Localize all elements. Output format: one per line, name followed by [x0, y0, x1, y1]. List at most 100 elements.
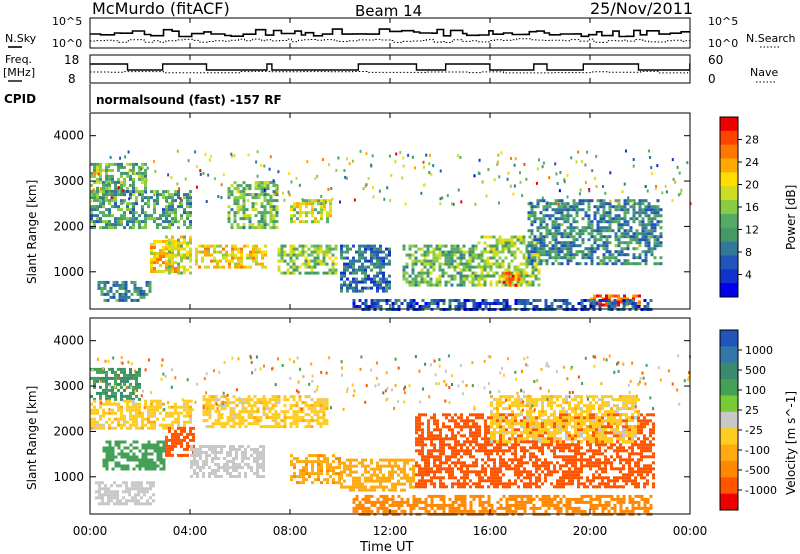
heatmap-cell [483, 277, 487, 281]
heatmap-cell [430, 302, 434, 305]
heatmap-cell [244, 454, 247, 457]
heatmap-cell [239, 190, 243, 194]
heatmap-cell [99, 391, 102, 395]
heatmap-cell [111, 193, 114, 197]
heatmap-cell [456, 247, 460, 251]
heatmap-cell [233, 154, 236, 158]
heatmap-cell [177, 205, 180, 209]
heatmap-cell [614, 205, 618, 209]
heatmap-cell [623, 211, 627, 215]
heatmap-cell [439, 197, 442, 201]
heatmap-cell [189, 196, 192, 200]
heatmap-cell [463, 443, 466, 447]
heatmap-cell [183, 208, 186, 212]
heatmap-cell [581, 208, 585, 212]
heatmap-cell [296, 217, 299, 221]
heatmap-cell [406, 461, 409, 465]
heatmap-cell [329, 208, 332, 212]
heatmap-cell [475, 302, 479, 305]
heatmap-cell [421, 440, 424, 444]
heatmap-cell [174, 435, 177, 439]
heatmap-cell [171, 196, 174, 200]
heatmap-cell [495, 250, 499, 254]
heatmap-cell [335, 472, 338, 476]
heatmap-cell [439, 452, 442, 456]
heatmap-cell [135, 196, 138, 200]
heatmap-cell [510, 235, 514, 239]
heatmap-cell [442, 422, 445, 426]
heatmap-cell [596, 226, 600, 230]
heatmap-cell [262, 475, 265, 478]
heatmap-cell [481, 299, 485, 302]
heatmap-cell [296, 460, 299, 464]
heatmap-cell [253, 448, 256, 451]
heatmap-cell [409, 458, 412, 462]
heatmap-cell [93, 397, 96, 401]
heatmap-cell [438, 244, 442, 248]
heatmap-cell [250, 410, 254, 414]
heatmap-cell [599, 229, 603, 233]
heatmap-cell [505, 271, 509, 275]
heatmap-cell [411, 268, 415, 272]
heatmap-cell [210, 154, 212, 158]
heatmap-cell [114, 180, 117, 184]
heatmap-cell [346, 485, 349, 489]
heatmap-cell [620, 217, 624, 221]
heatmap-cell [186, 432, 189, 436]
heatmap-cell [560, 199, 564, 203]
heatmap-cell [126, 394, 129, 398]
heatmap-cell [448, 473, 451, 477]
heatmap-cell [560, 211, 564, 215]
heatmap-cell [595, 302, 599, 305]
heatmap-cell [517, 464, 520, 468]
heatmap-cell [165, 208, 168, 212]
heatmap-cell [292, 422, 296, 426]
heatmap-cell [641, 229, 645, 233]
heatmap-cell [244, 463, 247, 466]
heatmap-cell [459, 155, 462, 159]
heatmap-cell [602, 199, 606, 203]
heatmap-cell [101, 493, 104, 497]
heatmap-cell [647, 220, 651, 224]
heatmap-cell [529, 440, 532, 444]
heatmap-cell [311, 214, 314, 218]
heatmap-cell [102, 193, 105, 197]
heatmap-cell [180, 438, 183, 442]
heatmap-cell [480, 250, 484, 254]
heatmap-cell [530, 205, 534, 209]
heatmap-cell [235, 404, 239, 408]
heatmap-cell [210, 259, 213, 263]
heatmap-cell [457, 422, 460, 426]
heatmap-cell [184, 177, 187, 181]
heatmap-cell [376, 479, 379, 483]
heatmap-cell [608, 256, 612, 260]
heatmap-cell [650, 226, 654, 230]
heatmap-cell [510, 253, 514, 257]
heatmap-cell [471, 280, 475, 284]
heatmap-cell [614, 250, 618, 254]
heatmap-cell [596, 229, 600, 233]
heatmap-cell [402, 156, 405, 160]
heatmap-cell [269, 211, 273, 215]
heatmap-cell [256, 457, 259, 460]
heatmap-cell [129, 405, 132, 409]
heatmap-cell [256, 460, 259, 463]
heatmap-cell [123, 367, 126, 371]
heatmap-cell [545, 223, 549, 227]
heatmap-cell [232, 460, 235, 463]
heatmap-cell [189, 199, 192, 203]
heatmap-cell [364, 470, 367, 474]
heatmap-cell [397, 464, 400, 468]
heatmap-cell [237, 256, 240, 260]
heatmap-cell [445, 467, 448, 471]
heatmap-cell [349, 286, 352, 290]
heatmap-cell [439, 428, 442, 432]
heatmap-cell [129, 373, 132, 377]
heatmap-cell [148, 283, 152, 287]
heatmap-cell [466, 464, 469, 468]
heatmap-cell [513, 256, 517, 260]
heatmap-cell [286, 416, 290, 420]
heatmap-cell [641, 211, 645, 215]
heatmap-cell [460, 425, 463, 429]
heatmap-cell [232, 475, 235, 478]
